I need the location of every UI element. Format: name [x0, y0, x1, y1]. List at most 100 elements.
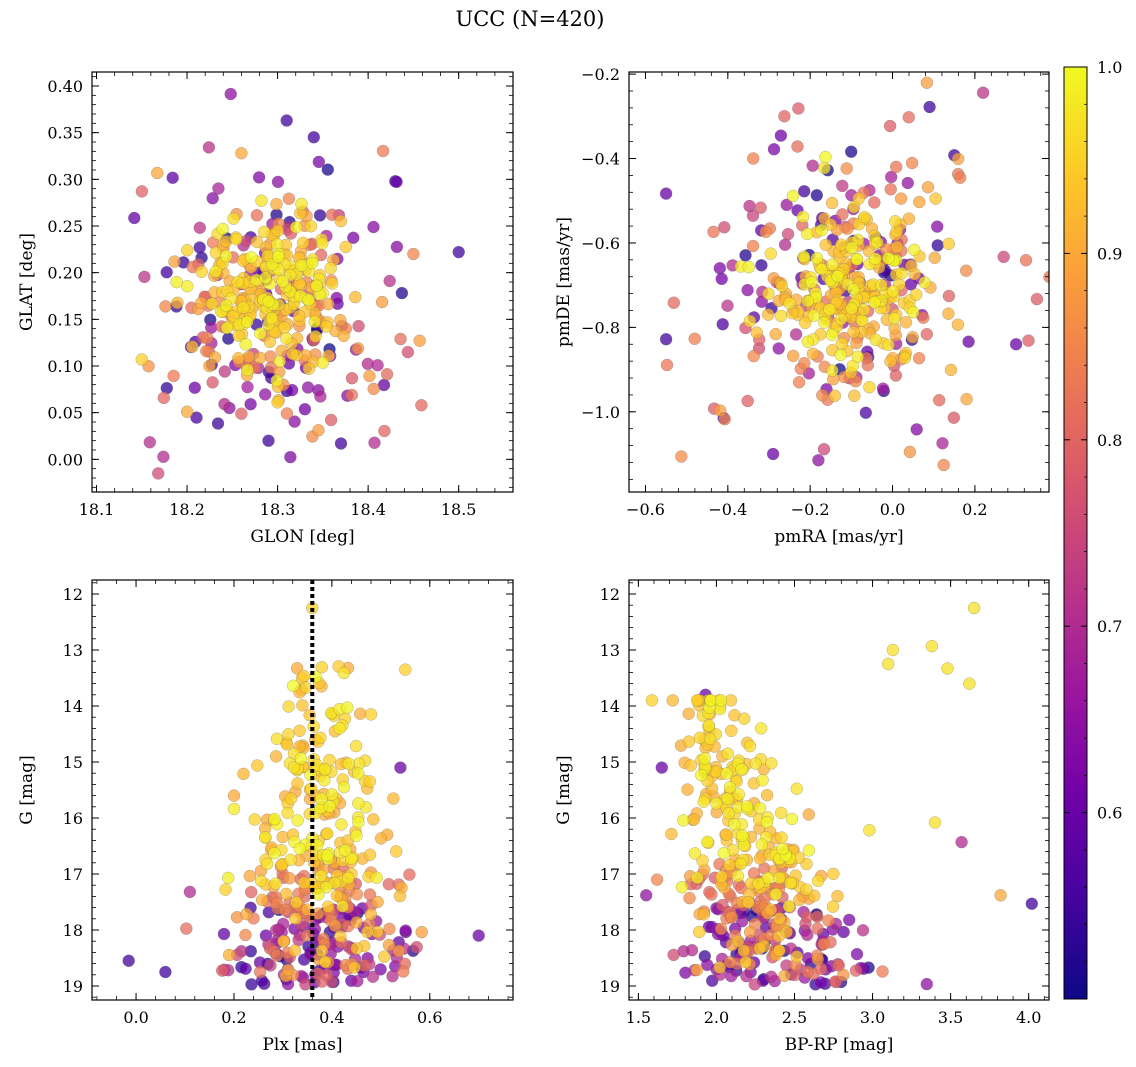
scatter-point: [690, 694, 704, 707]
scatter-point: [273, 355, 286, 368]
scatter-point: [660, 358, 674, 372]
scatter-point: [789, 328, 803, 341]
panel-bprp-g: 1.5 2.0 2.5 3.0 3.5 4.0 12 13 14 15 16 17 18 19 BP-RP …: [554, 579, 1050, 1055]
y-tick-label: −0.8: [581, 318, 620, 337]
scatter-point: [906, 331, 919, 344]
scatter-point: [243, 869, 257, 883]
scatter-point: [687, 813, 701, 826]
scatter-point: [368, 436, 381, 449]
scatter-point: [766, 447, 780, 461]
scatter-point: [769, 327, 782, 341]
x-axis-label: Plx [mas]: [262, 1035, 342, 1055]
scatter-point: [742, 896, 755, 909]
scatter-point: [291, 814, 304, 827]
scatter-point: [781, 227, 795, 241]
scatter-point: [321, 163, 334, 176]
scatter-point: [650, 873, 664, 886]
scatter-point: [335, 818, 348, 831]
scatter-point: [886, 285, 900, 298]
scatter-point: [195, 265, 208, 278]
scatter-point: [282, 700, 295, 713]
x-tick-label: 18.4: [350, 500, 386, 519]
scatter-point: [731, 869, 745, 883]
scatter-point: [294, 752, 308, 765]
scatter-point: [278, 321, 291, 334]
scatter-point: [847, 200, 861, 214]
scatter-point: [923, 100, 936, 114]
y-tick-label: 0.00: [47, 450, 83, 469]
scatter-point: [1025, 897, 1039, 910]
scatter-point: [297, 876, 311, 889]
scatter-point: [695, 768, 708, 782]
scatter-point: [736, 829, 749, 842]
scatter-point: [963, 677, 976, 690]
scatter-point: [790, 950, 804, 963]
scatter-point: [798, 185, 811, 198]
scatter-point: [135, 185, 149, 198]
scatter-point: [301, 929, 314, 942]
scatter-point: [299, 978, 312, 991]
scatter-point: [413, 334, 426, 347]
scatter-point: [390, 240, 404, 254]
scatter-point: [321, 827, 334, 840]
scatter-point: [856, 924, 870, 937]
panel-glon-glat: 18.1 18.2 18.3 18.4 18.5 0.00 0.05 0.10 0.15 0.20…: [17, 71, 514, 547]
scatter-point: [753, 801, 767, 815]
scatter-point: [882, 252, 895, 265]
scatter-point: [334, 313, 347, 327]
scatter-point: [747, 152, 760, 165]
scatter-point: [806, 159, 819, 172]
scatter-point: [296, 236, 310, 250]
scatter-point: [452, 245, 465, 259]
scatter-point: [270, 732, 284, 745]
x-tick-label: 2.0: [704, 1008, 729, 1027]
scatter-point: [1022, 334, 1035, 347]
scatter-point: [239, 928, 252, 942]
scatter-point: [330, 291, 343, 305]
scatter-point: [321, 900, 335, 913]
scatter-point: [774, 309, 788, 323]
scatter-point: [240, 315, 254, 329]
scatter-point: [295, 259, 308, 272]
scatter-point: [994, 889, 1007, 902]
scatter-point: [314, 731, 327, 744]
scatter-point: [714, 694, 728, 707]
scatter-point: [697, 795, 710, 808]
scatter-point: [859, 406, 872, 419]
scatter-point: [286, 347, 299, 361]
scatter-point: [315, 661, 328, 674]
scatter-point: [316, 237, 329, 250]
scatter-point: [255, 194, 268, 207]
y-tick-label: 18: [63, 921, 83, 940]
scatter-point: [811, 953, 824, 966]
scatter-point: [277, 935, 290, 948]
scatter-point: [1019, 254, 1033, 267]
scatter-point: [890, 160, 903, 174]
scatter-point: [363, 888, 377, 901]
scatter-point: [828, 389, 842, 402]
scatter-point: [399, 924, 412, 937]
scatter-point: [895, 267, 908, 280]
scatter-point: [188, 381, 202, 394]
x-tick-label: 0.0: [123, 1008, 148, 1027]
scatter-point: [715, 870, 728, 883]
scatter-point: [366, 970, 380, 983]
scatter-point: [863, 381, 876, 394]
scatter-point: [193, 221, 207, 235]
y-tick-label: 0.25: [47, 217, 83, 236]
scatter-point: [910, 423, 923, 436]
y-tick-label: 18: [600, 921, 620, 940]
scatter-point: [363, 848, 377, 861]
scatter-point: [383, 922, 396, 936]
scatter-point: [944, 363, 958, 377]
scatter-point: [217, 927, 231, 941]
scatter-point: [287, 761, 301, 774]
scatter-point: [252, 171, 266, 184]
scatter-point: [349, 290, 362, 304]
scatter-point: [767, 143, 781, 156]
scatter-point: [899, 316, 913, 329]
scatter-point: [375, 295, 389, 309]
scatter-point: [716, 318, 729, 331]
scatter-point: [281, 963, 295, 977]
scatter-point: [212, 182, 225, 195]
